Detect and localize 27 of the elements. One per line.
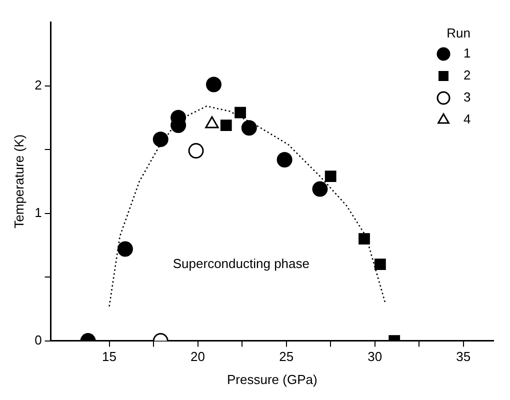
legend-label: 1 bbox=[464, 46, 471, 61]
point bbox=[206, 76, 222, 92]
point bbox=[234, 106, 246, 118]
x-tick-label: 20 bbox=[190, 349, 206, 364]
x-tick-label: 30 bbox=[368, 349, 382, 364]
point bbox=[358, 233, 370, 244]
y-tick-label: 0 bbox=[34, 332, 42, 348]
point bbox=[276, 152, 292, 168]
y-tick-label: 2 bbox=[34, 77, 42, 92]
legend-label: 2 bbox=[464, 68, 471, 83]
point bbox=[324, 170, 336, 182]
y-tick-label: 1 bbox=[34, 204, 42, 220]
legend-label: 3 bbox=[464, 90, 471, 105]
legend-label: 4 bbox=[464, 112, 471, 127]
annotation: Superconducting phase bbox=[172, 256, 310, 271]
point bbox=[188, 143, 204, 159]
point bbox=[152, 132, 168, 148]
line-series bbox=[108, 106, 386, 308]
point bbox=[312, 181, 328, 197]
x-tick-label: 35 bbox=[456, 349, 471, 364]
point bbox=[241, 120, 257, 136]
x-tick-label: 15 bbox=[102, 349, 116, 364]
y-axis-title: Temperature (K) bbox=[11, 134, 26, 228]
x-tick-label: 25 bbox=[279, 349, 294, 364]
legend-title: Run bbox=[446, 26, 470, 41]
x-axis-title: Pressure (GPa) bbox=[227, 372, 318, 387]
point bbox=[220, 120, 232, 131]
